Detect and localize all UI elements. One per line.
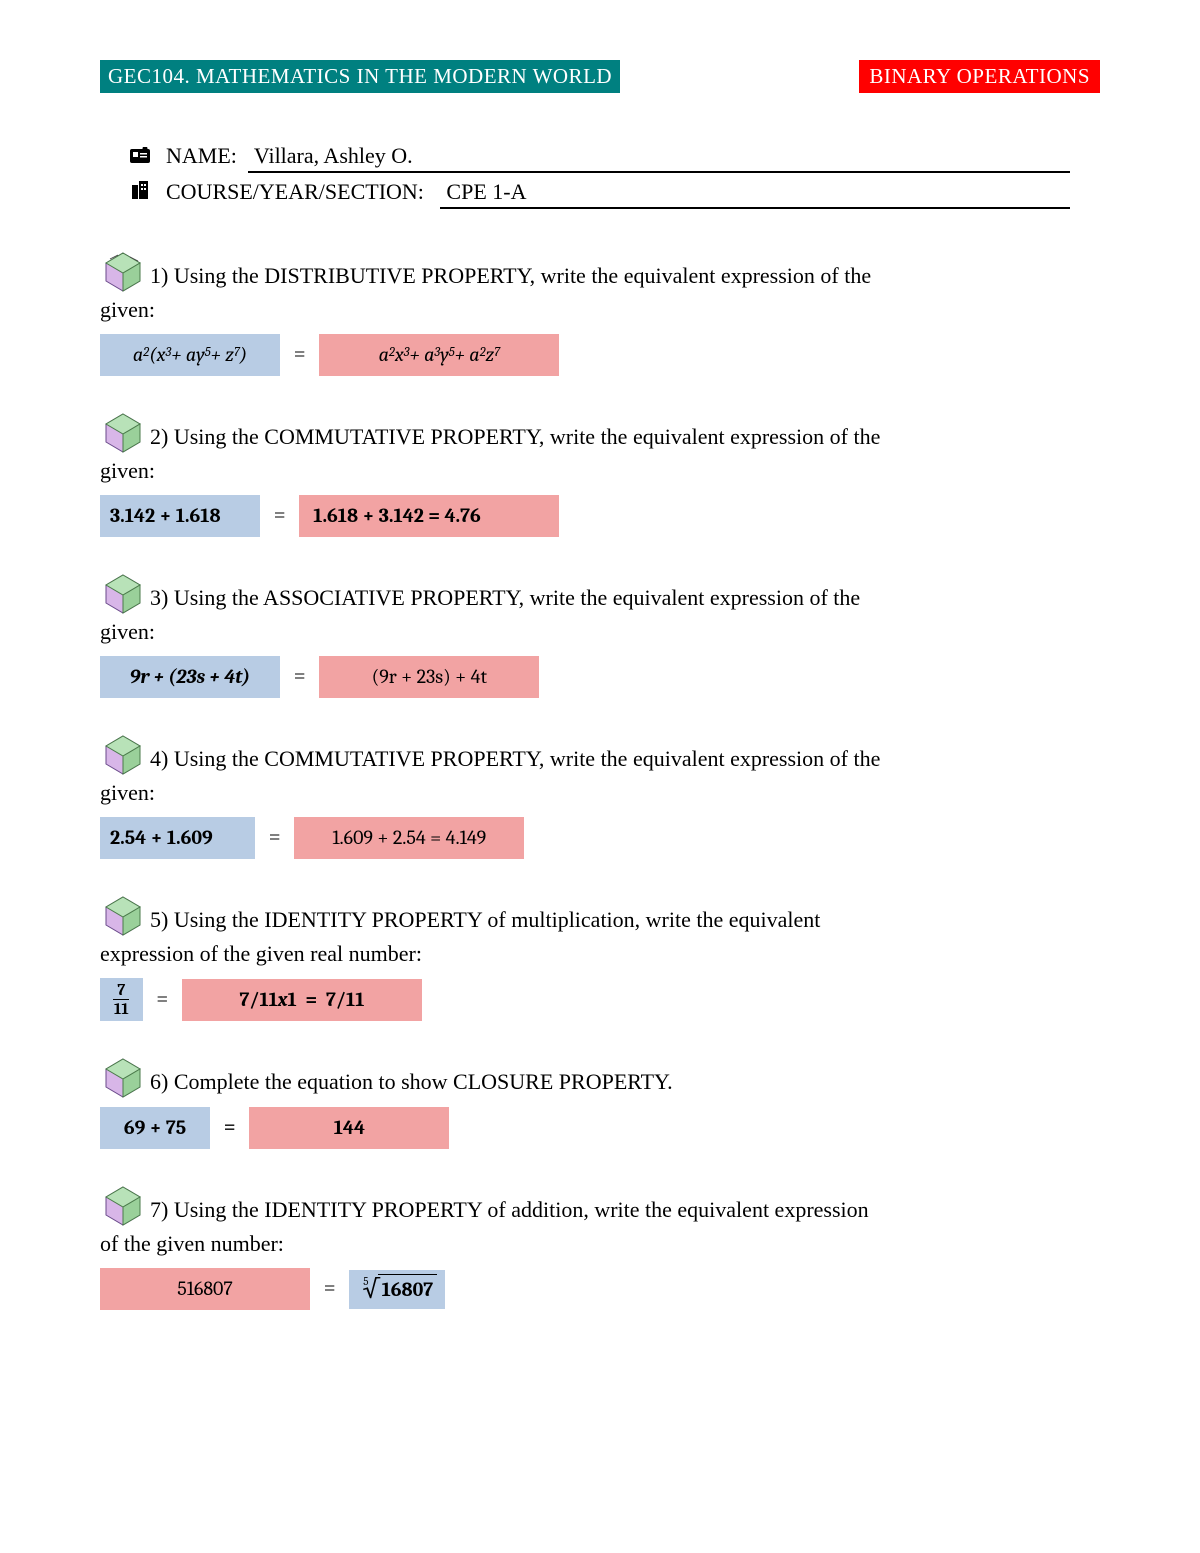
q3-prompt: 3) Using the ASSOCIATIVE PROPERTY, write…	[150, 571, 860, 614]
course-label: COURSE/YEAR/SECTION:	[166, 179, 440, 205]
id-card-icon	[130, 147, 154, 168]
equals-sign: =	[220, 1113, 239, 1143]
fraction-numerator: 7	[113, 982, 129, 1000]
q4-prompt: 4) Using the COMMUTATIVE PROPERTY, write…	[150, 732, 880, 775]
question-1: 1) Using the DISTRIBUTIVE PROPERTY, writ…	[100, 249, 1100, 376]
name-label: NAME:	[166, 143, 248, 169]
topic-title: BINARY OPERATIONS	[859, 60, 1100, 93]
name-line: NAME: Villara, Ashley O.	[130, 143, 1070, 173]
student-info: NAME: Villara, Ashley O. COURSE/YEAR/SEC…	[130, 143, 1070, 209]
cube-icon	[100, 1183, 146, 1229]
q5-rhs: 7/11 x 1 = 7/11	[182, 979, 422, 1021]
q2-rhs: 1.618 + 3.142 = 4.76	[299, 495, 559, 537]
cube-icon	[100, 410, 146, 456]
q7-prompt: 7) Using the IDENTITY PROPERTY of additi…	[150, 1183, 869, 1226]
q3-lhs: 9r + (23s + 4t)	[100, 656, 280, 698]
question-3: 3) Using the ASSOCIATIVE PROPERTY, write…	[100, 571, 1100, 698]
q2-sub: given:	[100, 454, 1100, 487]
equals-sign: =	[265, 823, 284, 853]
building-icon	[130, 181, 154, 204]
equals-sign: =	[320, 1274, 339, 1304]
course-line: COURSE/YEAR/SECTION: CPE 1-A	[130, 179, 1070, 209]
question-2: 2) Using the COMMUTATIVE PROPERTY, write…	[100, 410, 1100, 537]
question-7: 7) Using the IDENTITY PROPERTY of additi…	[100, 1183, 1100, 1310]
fraction: 7 11	[110, 982, 133, 1017]
radicand: 16807	[378, 1274, 438, 1305]
q4-sub: given:	[100, 776, 1100, 809]
equals-sign: =	[270, 501, 289, 531]
cube-icon	[100, 732, 146, 778]
q3-sub: given:	[100, 615, 1100, 648]
q2-lhs: 3.142 + 1.618	[100, 495, 260, 537]
q1-expression: a2(x3 + ay5 + z7) = a2x3 + a3y5 + a2z7	[100, 334, 1100, 376]
root-index: 5	[363, 1274, 368, 1291]
cube-icon	[100, 893, 146, 939]
q4-lhs: 2.54 + 1.609	[100, 817, 255, 859]
course-value: CPE 1-A	[440, 179, 1070, 209]
q3-rhs: (9r + 23s) + 4t	[319, 656, 539, 698]
q2-prompt: 2) Using the COMMUTATIVE PROPERTY, write…	[150, 410, 880, 453]
worksheet-page: GEC104. MATHEMATICS IN THE MODERN WORLD …	[0, 0, 1200, 1424]
q5-sub: expression of the given real number:	[100, 937, 1100, 970]
q5-lhs: 7 11	[100, 978, 143, 1021]
q1-rhs: a2x3 + a3y5 + a2z7	[319, 334, 559, 376]
header: GEC104. MATHEMATICS IN THE MODERN WORLD …	[100, 60, 1100, 93]
q6-rhs: 144	[249, 1107, 449, 1149]
q6-expression: 69 + 75 = 144	[100, 1107, 1100, 1149]
q6-prompt: 6) Complete the equation to show CLOSURE…	[150, 1055, 673, 1098]
fraction-denominator: 11	[110, 1000, 133, 1017]
q3-expression: 9r + (23s + 4t) = (9r + 23s) + 4t	[100, 656, 1100, 698]
cube-icon	[100, 571, 146, 617]
q5-prompt: 5) Using the IDENTITY PROPERTY of multip…	[150, 893, 820, 936]
q7-sub: of the given number:	[100, 1227, 1100, 1260]
question-5: 5) Using the IDENTITY PROPERTY of multip…	[100, 893, 1100, 1021]
course-title: GEC104. MATHEMATICS IN THE MODERN WORLD	[100, 60, 620, 93]
q4-expression: 2.54 + 1.609 = 1.609 + 2.54 = 4.149	[100, 817, 1100, 859]
equals-sign: =	[153, 985, 172, 1015]
q4-rhs: 1.609 + 2.54 = 4.149	[294, 817, 524, 859]
cube-icon	[100, 1055, 146, 1101]
q1-sub: given:	[100, 293, 1100, 326]
q1-lhs: a2(x3 + ay5 + z7)	[100, 334, 280, 376]
q5-expression: 7 11 = 7/11 x 1 = 7/11	[100, 978, 1100, 1021]
equals-sign: =	[290, 340, 309, 370]
question-6: 6) Complete the equation to show CLOSURE…	[100, 1055, 1100, 1149]
q6-lhs: 69 + 75	[100, 1107, 210, 1149]
q7-rhs: 5 √ 16807	[349, 1270, 445, 1309]
q1-prompt: 1) Using the DISTRIBUTIVE PROPERTY, writ…	[150, 249, 871, 292]
q2-expression: 3.142 + 1.618 = 1.618 + 3.142 = 4.76	[100, 495, 1100, 537]
nth-root: 5 √ 16807	[357, 1274, 437, 1305]
cube-icon	[100, 249, 146, 295]
q7-expression: 516807 = 5 √ 16807	[100, 1268, 1100, 1310]
equals-sign: =	[290, 662, 309, 692]
q7-lhs: 516807	[100, 1268, 310, 1310]
name-value: Villara, Ashley O.	[248, 143, 1070, 173]
question-4: 4) Using the COMMUTATIVE PROPERTY, write…	[100, 732, 1100, 859]
